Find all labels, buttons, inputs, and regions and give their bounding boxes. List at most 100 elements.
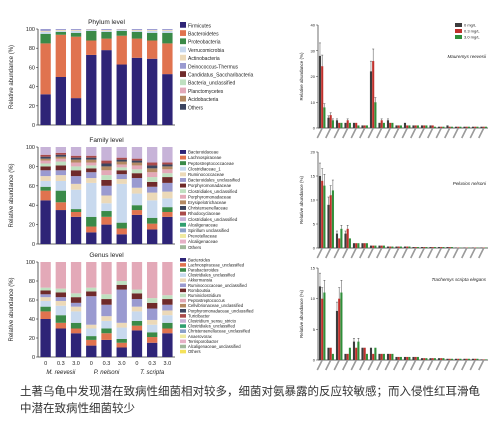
stacked-bar-segment-erysipelotrichaceae (131, 165, 143, 170)
grouped-bar (437, 247, 441, 248)
legend-swatch (180, 104, 186, 110)
stacked-bar-segment-peptostreptococcaceae (146, 217, 158, 224)
stacked-bar-segment-rhodocyclaceae (131, 160, 143, 163)
x-tick-label: 3.0 (72, 361, 80, 367)
stacked-bar-segment-erysipelotrichaceae (101, 170, 112, 176)
grouped-bar (372, 245, 375, 248)
stacked-bar-segment-bacteroides (101, 339, 112, 357)
stacked-bar-segment-lachnospiraceae (131, 210, 143, 215)
stacked-bar-segment-porphyromonadaceae (116, 170, 127, 175)
stacked-bar-segment-others (55, 147, 67, 153)
grouped-bar (340, 292, 343, 360)
grouped-bar (480, 126, 483, 128)
grouped-bar (365, 243, 368, 248)
stacked-bar-segment-lachnospiraceae (70, 211, 82, 217)
grouped-bar (372, 353, 375, 360)
y-tick-label: 0 (32, 355, 35, 361)
legend-label: Clostridium_sensu_stricto (188, 319, 237, 324)
stacked-bar-segment-lachnospiraceae (116, 228, 127, 235)
stacked-bar-segment-turicibacter (101, 294, 112, 300)
grouped-bar (386, 120, 390, 128)
grouped-bar (352, 122, 356, 128)
stacked-bar-segment-peptostreptococcaceae (70, 209, 82, 212)
grouped-bar (389, 246, 392, 248)
x-tick-label-placeholder (418, 127, 425, 139)
x-tick-label-placeholder (359, 127, 366, 139)
grouped-bar (355, 243, 358, 248)
legend-swatch (180, 178, 186, 182)
grouped-bar (355, 122, 358, 128)
x-tick-label-placeholder (350, 359, 357, 371)
stacked-bar-segment-clostridiales-unclassified (40, 163, 51, 167)
legend-swatch (180, 46, 186, 53)
stacked-bar-segment-others (86, 262, 97, 288)
stacked-bar-segment-ruminococcaceae (116, 179, 127, 184)
stacked-bar-segment-bacteroidaceae (131, 214, 143, 244)
grouped-bar (391, 122, 394, 128)
x-tick-label-placeholder (418, 247, 425, 259)
grouped-bar (363, 243, 366, 248)
x-tick-label-placeholder (384, 247, 391, 259)
y-axis-label: Relative abundance (%) (9, 45, 15, 109)
y-tick-label: 20 (29, 104, 35, 110)
x-tick-label-placeholder (316, 359, 323, 371)
stacked-bar-segment-alcaligenaceae (70, 155, 82, 158)
grouped-bar (484, 359, 487, 360)
x-tick-label-placeholder (452, 359, 459, 371)
grouped-bar (391, 246, 394, 248)
x-tick-label: 0 (44, 361, 47, 367)
stacked-bar-segment-clostridiales-unclassified (86, 165, 97, 169)
stacked-bar-segment-akkermansia (86, 324, 97, 329)
legend-swatch (180, 298, 186, 303)
stacked-bar-segment-clostridiaceae-1 (86, 182, 97, 217)
grouped-bar (423, 358, 426, 360)
grouped-bar (420, 358, 424, 360)
legend-swatch (180, 155, 186, 160)
stacked-bar-segment-bacteroides (146, 342, 158, 357)
x-tick-label-placeholder (427, 247, 434, 259)
stacked-bar-segment-clostridiales-unclassified (116, 327, 127, 339)
stacked-bar-segment-turicibacter (162, 295, 173, 300)
grouped-bar (463, 358, 466, 360)
legend-swatch (180, 150, 186, 154)
grouped-bar (374, 245, 377, 248)
x-tick-label-placeholder (435, 359, 442, 371)
grouped-bar (399, 125, 402, 128)
x-tick-label-placeholder (367, 359, 374, 371)
legend-swatch (180, 194, 186, 199)
stacked-bar-segment-parabacteroides (40, 306, 51, 312)
y-tick-label: 80 (29, 164, 35, 170)
y-axis-label: Relative abundance (%) (299, 52, 304, 101)
stacked-bar-segment-turicibacter (55, 288, 67, 293)
stacked-bar-segment-bacteroidetes (116, 35, 127, 65)
stacked-bar-segment-turicibacter (86, 287, 97, 292)
stacked-bar-segment-actinobacteria (131, 29, 143, 31)
grouped-bar (442, 358, 445, 360)
stacked-bar-segment-verrucomicrobia (101, 30, 112, 32)
stacked-bar-segment-ruminococcaceae-unclassified (101, 304, 112, 317)
grouped-bar (429, 125, 432, 128)
stacked-bar-segment-actinobacteria (70, 29, 82, 31)
stacked-bar-segment-porphyromonadaceae (101, 179, 112, 186)
stacked-bar-segment-clostridiales-unclassified (131, 311, 143, 321)
x-tick-label-placeholder (333, 127, 340, 139)
stacked-bar-segment-others (40, 262, 51, 288)
legend-label: Terrisporobacter (188, 339, 219, 344)
grouped-bar (403, 246, 407, 248)
stacked-bar-segment-clostridiaceae-1 (70, 189, 82, 210)
stacked-bar-segment-christensenellaceae (162, 166, 173, 170)
x-tick-label-placeholder (393, 247, 400, 259)
grouped-bar (382, 122, 385, 128)
legend-swatch (180, 166, 186, 171)
grouped-bar (386, 246, 390, 248)
stacked-bar-segment-verrucomicrobia (70, 30, 82, 33)
stacked-bar-segment-bacteroidaceae (86, 232, 97, 244)
stacked-bar-segment-peptostreptococcaceae (55, 190, 67, 203)
y-tick-label: 15 (311, 266, 316, 271)
grouped-bar (476, 126, 479, 128)
stacked-bar-segment-proteobacteria (70, 32, 82, 37)
grouped-bar (457, 358, 460, 360)
legend-label: Clostridiales_unclassified (188, 324, 236, 329)
stacked-bar-segment-others (162, 147, 173, 163)
grouped-bar (378, 245, 381, 248)
